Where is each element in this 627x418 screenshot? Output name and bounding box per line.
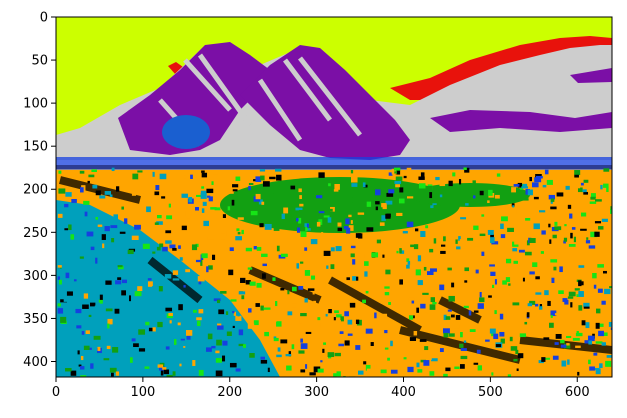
- y-tick-label: 400: [23, 355, 48, 370]
- x-tick-label: 200: [217, 385, 242, 400]
- y-tick-label: 350: [23, 312, 48, 327]
- x-tick-label: 100: [130, 385, 155, 400]
- y-tick-label: 250: [23, 226, 48, 241]
- x-axis: 0 100 200 300 400 500 600: [52, 377, 590, 400]
- x-tick-label: 500: [478, 385, 503, 400]
- y-tick-label: 300: [23, 269, 48, 284]
- y-tick-label: 50: [31, 54, 48, 69]
- blue-tree: [162, 115, 210, 149]
- x-tick-label: 400: [391, 385, 416, 400]
- purple-mountain-left: [118, 42, 270, 155]
- y-axis: 0 50 100 150 200 250 300 350 400: [23, 11, 56, 370]
- segmented-landscape-image: [56, 17, 612, 377]
- axes-frame: [55, 16, 613, 378]
- y-tick-label: 100: [23, 97, 48, 112]
- y-tick-label: 150: [23, 140, 48, 155]
- teal-foreground: [56, 200, 280, 377]
- x-tick-label: 300: [304, 385, 329, 400]
- speckle-texture: [56, 167, 612, 377]
- purple-right-top: [570, 68, 612, 83]
- snow-streaks: [158, 53, 362, 147]
- y-tick-label: 0: [40, 11, 48, 26]
- y-tick-label: 200: [23, 183, 48, 198]
- x-tick-label: 600: [565, 385, 590, 400]
- green-meadow-right: [410, 183, 530, 207]
- purple-right-streak: [430, 110, 612, 132]
- x-tick-label: 0: [52, 385, 60, 400]
- purple-mountain-right: [240, 45, 410, 160]
- red-patch-left: [168, 62, 183, 75]
